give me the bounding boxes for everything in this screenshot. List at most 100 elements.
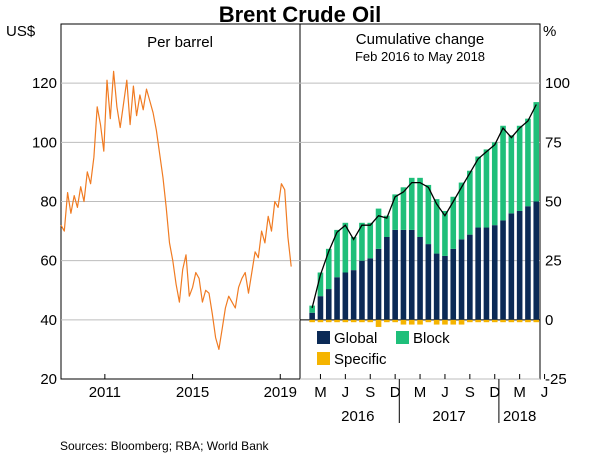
bar-global: [508, 213, 515, 320]
bar-block: [317, 272, 324, 297]
bar-specific: [475, 319, 481, 323]
bar-global: [450, 248, 457, 320]
bar-block: [342, 222, 349, 273]
left-y-tick-label: 120: [32, 75, 57, 92]
legend-label-specific: Specific: [334, 351, 387, 368]
bar-specific: [525, 319, 531, 323]
left-x-axis-tick-labels: 2011 2015 2019: [89, 374, 297, 401]
right-y-tick-label: 0: [545, 312, 553, 329]
bar-block: [525, 118, 531, 207]
bar-global: [350, 270, 357, 320]
bar-global: [367, 258, 374, 320]
right-y-tick-label: 75: [545, 134, 562, 151]
bar-global: [325, 289, 332, 320]
right-y-unit-label: %: [543, 23, 556, 40]
right-y-tick-label: 100: [545, 75, 570, 92]
right-x-month-label: J: [441, 384, 449, 401]
bar-global: [442, 255, 448, 320]
right-y-tick-label: 25: [545, 253, 562, 270]
bar-global: [525, 206, 531, 320]
bar-global: [359, 260, 365, 320]
bar-specific: [433, 319, 440, 325]
right-cumulative-plot: [309, 102, 540, 327]
left-y-tick-label: 20: [40, 371, 57, 388]
source-note: Sources: Bloomberg; RBA; World Bank: [60, 439, 270, 453]
left-y-tick-label: 60: [40, 253, 57, 270]
bar-specific: [425, 319, 432, 323]
bar-specific: [400, 319, 407, 325]
bar-global: [533, 201, 540, 320]
right-x-year-label: 2016: [341, 408, 374, 425]
right-panel-subtitle: Feb 2016 to May 2018: [355, 49, 485, 64]
legend-swatch-global: [317, 331, 330, 344]
legend: Global Block Specific: [317, 330, 450, 368]
bar-specific: [317, 319, 324, 323]
bar-specific: [533, 319, 540, 323]
bar-block: [442, 210, 448, 256]
bar-specific: [384, 319, 390, 323]
bar-specific: [367, 319, 374, 323]
bar-specific: [408, 319, 415, 325]
right-y-tick-label: -25: [545, 371, 567, 388]
legend-swatch-specific: [317, 352, 330, 365]
right-x-month-label: M: [513, 384, 526, 401]
bar-block: [467, 170, 473, 235]
bar-global: [375, 248, 382, 320]
bar-specific: [342, 319, 349, 323]
bar-block: [483, 149, 490, 228]
left-y-tick-label: 80: [40, 194, 57, 211]
right-y-axis-tick-labels: -25 0 25 50 75 100: [545, 75, 570, 388]
bar-global: [475, 227, 481, 320]
right-x-year-label: 2018: [503, 408, 536, 425]
left-price-plot: [60, 70, 292, 350]
bar-block: [375, 208, 382, 249]
bar-global: [433, 253, 440, 320]
price-line-series: [60, 70, 292, 350]
bar-block: [533, 102, 540, 202]
bar-block: [417, 177, 423, 237]
bar-block: [384, 215, 390, 237]
bar-specific: [450, 319, 457, 325]
bar-block: [334, 229, 340, 278]
cumulative-change-line: [311, 104, 537, 309]
bar-block: [475, 156, 481, 228]
right-x-month-label: M: [414, 384, 427, 401]
left-x-tick-label: 2015: [176, 384, 209, 401]
left-panel-title: Per barrel: [147, 34, 213, 51]
bar-block: [500, 125, 506, 221]
bar-specific: [516, 319, 523, 323]
bar-global: [417, 237, 423, 320]
bar-global: [458, 239, 465, 320]
bar-global: [342, 272, 349, 320]
right-panel-title: Cumulative change: [356, 31, 484, 48]
bar-specific: [359, 319, 365, 323]
bar-block: [400, 187, 407, 230]
bar-specific: [500, 319, 506, 323]
bar-block: [508, 135, 515, 214]
bar-block: [350, 237, 357, 271]
left-x-tick-label: 2019: [264, 384, 297, 401]
bar-block: [491, 142, 498, 226]
bar-block: [325, 248, 332, 290]
bar-global: [317, 296, 324, 320]
bar-specific: [375, 319, 382, 327]
right-x-month-label: J: [342, 384, 350, 401]
bar-block: [458, 182, 465, 240]
bar-specific: [442, 319, 448, 325]
bar-block: [392, 194, 398, 230]
bar-block: [425, 184, 432, 245]
left-y-axis-tick-labels: 20 40 60 80 100 120: [32, 75, 57, 388]
bar-global: [500, 220, 506, 320]
bar-global: [334, 277, 340, 320]
right-x-month-label: D: [489, 384, 500, 401]
bar-global: [408, 229, 415, 320]
bar-specific: [334, 319, 340, 323]
bar-block: [450, 196, 457, 249]
bar-specific: [417, 319, 423, 325]
bar-specific: [483, 319, 490, 323]
bar-block: [408, 177, 415, 230]
right-x-month-label: M: [314, 384, 327, 401]
right-x-month-label: S: [465, 384, 475, 401]
left-y-tick-label: 40: [40, 312, 57, 329]
